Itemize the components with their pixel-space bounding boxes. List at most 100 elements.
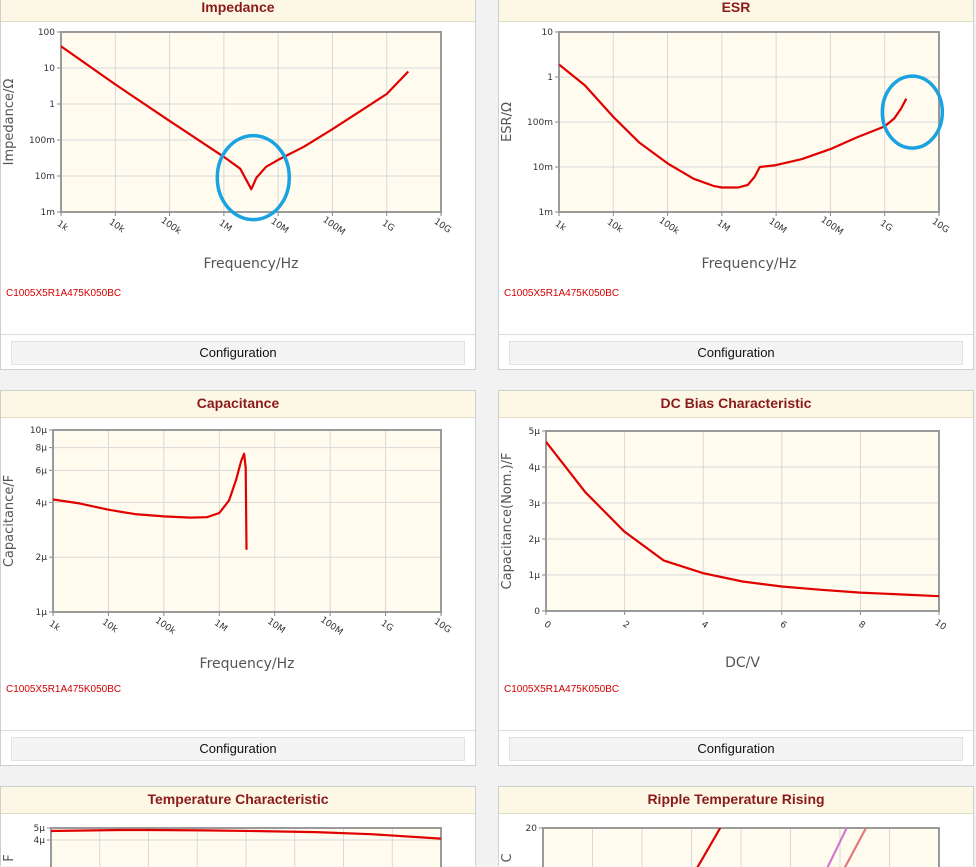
y-axis-title: Impedance/Ω	[2, 79, 17, 166]
x-tick-label: 0	[542, 620, 553, 632]
y-tick-label: 10m	[533, 163, 553, 173]
config-bar: Configuration	[499, 334, 973, 371]
plot-area	[61, 32, 441, 212]
capacitance-panel: Capacitance 1µ 2µ 4µ 6µ 8µ 10µ 1k 10k 100k 1M 10M 1…	[0, 390, 476, 766]
x-tick-label: 10k	[100, 617, 120, 635]
panel-title: Temperature Characteristic	[1, 787, 475, 814]
x-tick-label: 1M	[212, 618, 229, 634]
series-line	[53, 452, 248, 550]
x-tick-label: 10k	[107, 217, 127, 235]
y-tick-label: 2µ	[529, 535, 541, 545]
x-tick-label: 10k	[605, 217, 625, 235]
y-tick-label: 10m	[35, 172, 55, 182]
series-line	[559, 63, 908, 189]
series-line	[843, 828, 867, 867]
highlight-circle	[880, 74, 945, 150]
y-tick-label: 100m	[527, 118, 553, 128]
y-tick-label: 4µ	[34, 836, 46, 846]
x-tick-label: 100M	[818, 215, 844, 238]
y-axis-title: C	[500, 853, 515, 862]
part-number: C1005X5R1A475K050BC	[504, 684, 620, 695]
plot-frame	[52, 429, 442, 613]
impedance-chart: 1m 10m 100m 1 10 100 1k 10k 100k 1M 10M 100M 1G 10G Fr…	[2, 28, 453, 272]
series-line	[51, 828, 441, 840]
x-tick-label: 1M	[715, 218, 732, 234]
y-tick-label: 100m	[29, 136, 55, 146]
series-line	[61, 45, 410, 191]
x-tick-label: 10G	[432, 617, 453, 636]
x-tick-label: 10M	[265, 617, 286, 636]
x-tick-label: 100k	[153, 616, 178, 637]
x-tick-label: 1G	[379, 619, 395, 634]
x-tick-label: 1k	[47, 619, 62, 634]
x-tick-label: 10	[933, 618, 948, 633]
x-tick-label: 1G	[380, 219, 396, 234]
temperature-chart: 4µ 5µ F	[2, 824, 442, 867]
series-line	[546, 441, 939, 598]
plot-frame	[558, 31, 940, 213]
x-tick-label: 6	[778, 620, 789, 632]
plot-frame	[50, 827, 442, 867]
config-bar: Configuration	[1, 334, 475, 371]
y-tick-label: 10µ	[30, 426, 47, 436]
x-axis-title: Frequency/Hz	[204, 256, 299, 272]
y-tick-label: 100	[38, 28, 55, 38]
x-tick-label: 10G	[930, 217, 951, 236]
x-tick-label: 1G	[878, 219, 894, 234]
temperature-panel: Temperature Characteristic 4µ 5µ F	[0, 786, 476, 867]
x-axis-title: Frequency/Hz	[702, 256, 797, 272]
x-tick-label: 1k	[55, 219, 70, 234]
y-tick-label: 5µ	[529, 427, 541, 437]
x-tick-label: 4	[699, 620, 710, 632]
part-number: C1005X5R1A475K050BC	[6, 288, 122, 299]
y-axis-title: F	[2, 854, 17, 861]
y-tick-label: 1	[49, 100, 55, 110]
panel-title: Capacitance	[1, 391, 475, 418]
panel-title: Impedance	[1, 0, 475, 22]
y-tick-label: 1m	[539, 208, 554, 218]
esr-chart: 1m 10m 100m 1 10 1k 10k 100k 1M 10M 100M 1G 10G Frequ…	[500, 28, 951, 272]
panel-title: DC Bias Characteristic	[499, 391, 973, 418]
y-tick-label: 2µ	[36, 553, 48, 563]
y-tick-label: 3µ	[529, 499, 541, 509]
configuration-button[interactable]: Configuration	[11, 737, 465, 761]
plot-frame	[542, 827, 940, 867]
panel-title: Ripple Temperature Rising	[499, 787, 973, 814]
plot-area	[546, 431, 939, 611]
dc-bias-chart: 0 1µ 2µ 3µ 4µ 5µ 0 2 4 6 8 10 DC/V Capacitance(Nom.)/…	[500, 427, 948, 671]
configuration-button[interactable]: Configuration	[509, 341, 963, 365]
x-tick-label: 10G	[432, 217, 453, 236]
x-tick-label: 100M	[318, 615, 344, 638]
plot-frame	[60, 31, 442, 213]
y-tick-label: 5µ	[34, 824, 46, 834]
x-axis-title: Frequency/Hz	[200, 656, 295, 672]
y-tick-label: 8µ	[36, 444, 48, 454]
y-tick-label: 20	[526, 824, 538, 834]
series-line	[696, 828, 722, 867]
panel-title: ESR	[499, 0, 973, 22]
configuration-button[interactable]: Configuration	[509, 737, 963, 761]
y-tick-label: 6µ	[36, 466, 48, 476]
x-tick-label: 1k	[553, 219, 568, 234]
y-axis-title: Capacitance/F	[2, 475, 17, 567]
x-axis-title: DC/V	[725, 655, 760, 671]
x-tick-label: 8	[856, 620, 867, 632]
y-tick-label: 10	[542, 28, 554, 38]
x-tick-label: 100k	[657, 216, 682, 237]
y-tick-label: 4µ	[36, 498, 48, 508]
esr-panel: ESR 1m 10m 100m 1 10 1k 10k 100k 1M 10M 100M 1G 10G F…	[498, 0, 974, 370]
y-tick-label: 10	[44, 64, 56, 74]
highlight-circle	[215, 133, 292, 222]
y-tick-label: 4µ	[529, 463, 541, 473]
impedance-panel: Impedance 1m 10m 100m 1 10 100 1k 10k 100k 1M 10M 1…	[0, 0, 476, 370]
y-axis-title: Capacitance(Nom.)/F	[500, 453, 515, 590]
series-line	[826, 828, 848, 867]
x-tick-label: 10M	[767, 217, 788, 236]
part-number: C1005X5R1A475K050BC	[504, 288, 620, 299]
x-tick-label: 100k	[159, 216, 184, 237]
y-tick-label: 1µ	[36, 608, 48, 618]
y-axis-title: ESR/Ω	[500, 102, 515, 142]
x-tick-label: 100M	[320, 215, 346, 238]
configuration-button[interactable]: Configuration	[11, 341, 465, 365]
config-bar: Configuration	[499, 730, 973, 767]
